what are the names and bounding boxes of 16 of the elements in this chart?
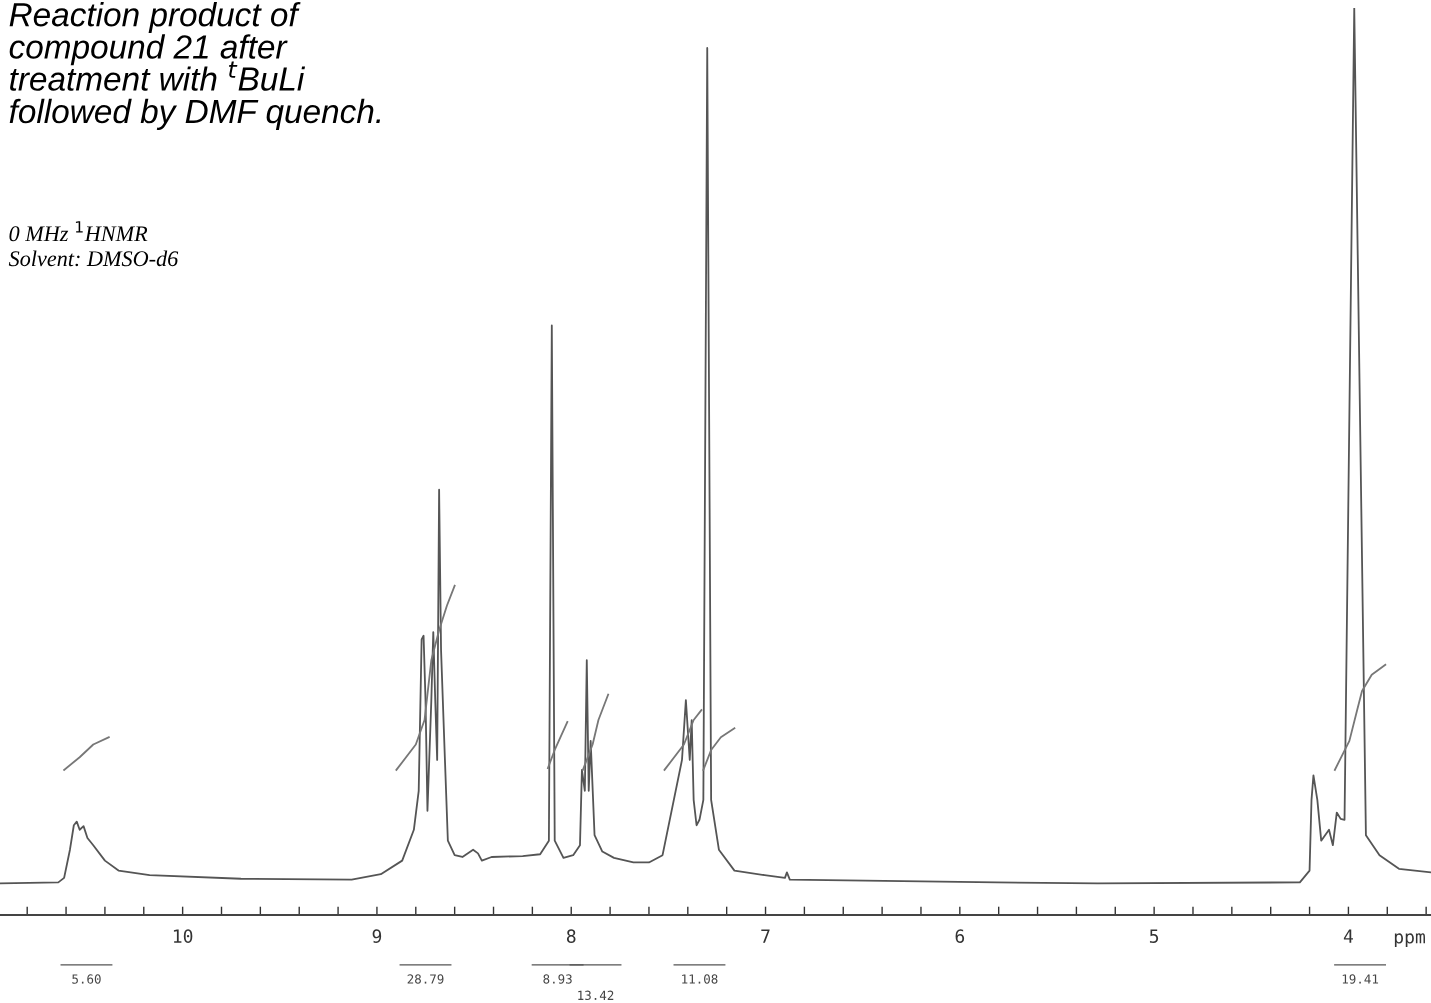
- x-tick-label: 9: [372, 929, 382, 943]
- text: 13.42: [578, 990, 614, 1001]
- text: 19.41: [1342, 974, 1379, 984]
- x-tick-label: 10: [173, 929, 193, 943]
- text: 11.08: [682, 974, 718, 984]
- text: 28.79: [407, 974, 444, 984]
- x-axis-title: ppm: [1394, 933, 1425, 948]
- x-tick-label: 7: [761, 929, 770, 943]
- x-tick-label: 5: [1149, 929, 1159, 943]
- x-tick-label: 4: [1343, 929, 1353, 943]
- text: 5.60: [72, 974, 101, 984]
- text: 0 MHz $^{1}$HNMR Solvent: DMSO-d6: [8, 221, 179, 267]
- text: Reaction product of compound 21 after treatment with $^{t}$BuLi followed by DMF quench.: [9, 2, 381, 130]
- x-tick-label: 6: [955, 929, 965, 943]
- x-tick-label: 8: [566, 929, 576, 943]
- text: 8.93: [543, 974, 572, 984]
